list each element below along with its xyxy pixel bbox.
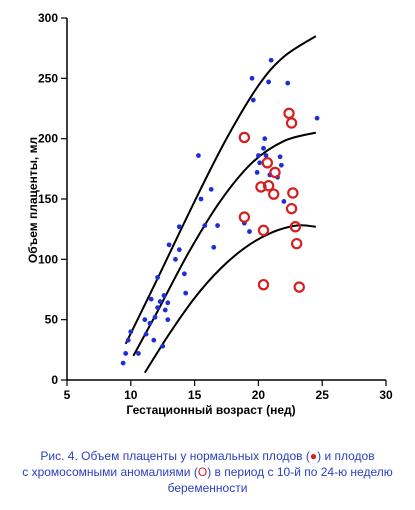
point-normal xyxy=(148,321,153,326)
caption-line-2: с хромосомными аномалиями (O) в период с… xyxy=(10,464,405,480)
legend-anomaly-marker: O xyxy=(198,465,207,479)
point-normal xyxy=(315,116,320,121)
point-normal xyxy=(266,80,271,85)
point-normal xyxy=(151,338,156,343)
x-tick-label: 30 xyxy=(379,388,393,402)
data-points xyxy=(121,58,320,366)
point-normal xyxy=(183,291,188,296)
point-normal xyxy=(182,271,187,276)
point-normal xyxy=(149,297,154,302)
figure-caption: Рис. 4. Объем плаценты у нормальных плод… xyxy=(10,448,405,496)
point-anomaly xyxy=(287,118,296,127)
trend-curve xyxy=(133,133,315,356)
point-normal xyxy=(126,338,131,343)
point-normal xyxy=(158,299,163,304)
y-tick-label: 200 xyxy=(38,132,58,146)
point-normal xyxy=(163,308,168,313)
point-anomaly xyxy=(270,168,279,177)
x-tick-label: 15 xyxy=(188,388,202,402)
point-normal xyxy=(121,361,126,366)
y-tick-label: 50 xyxy=(45,313,59,327)
point-anomaly xyxy=(259,226,268,235)
caption-line-1: Рис. 4. Объем плаценты у нормальных плод… xyxy=(10,448,405,464)
point-normal xyxy=(165,300,170,305)
y-tick-label: 300 xyxy=(38,11,58,25)
y-tick-label: 150 xyxy=(38,192,58,206)
point-anomaly xyxy=(269,190,278,199)
point-anomaly xyxy=(263,158,272,167)
point-normal xyxy=(165,317,170,322)
point-normal xyxy=(256,153,261,158)
point-normal xyxy=(211,245,216,250)
y-tick-label: 250 xyxy=(38,71,58,85)
point-normal xyxy=(261,146,266,151)
point-normal xyxy=(173,257,178,262)
x-tick-label: 5 xyxy=(64,388,71,402)
point-normal xyxy=(202,223,207,228)
point-normal xyxy=(209,187,214,192)
point-anomaly xyxy=(284,109,293,118)
point-anomaly xyxy=(287,204,296,213)
point-normal xyxy=(255,170,260,175)
point-normal xyxy=(136,351,141,356)
chart: 0 50 100 150 200 250 300 5 10 15 20 25 30 Гестационн… xyxy=(0,0,415,430)
trend-curves xyxy=(126,36,316,373)
point-normal xyxy=(144,332,149,337)
point-normal xyxy=(128,329,133,334)
point-anomaly xyxy=(259,280,268,289)
y-axis-label: Объем плаценты, мл xyxy=(26,137,40,263)
point-normal xyxy=(247,229,252,234)
point-normal xyxy=(279,163,284,168)
point-normal xyxy=(285,81,290,86)
y-tick-label: 100 xyxy=(38,252,58,266)
x-tick-label: 10 xyxy=(124,388,138,402)
trend-curve xyxy=(145,225,316,372)
point-normal xyxy=(257,160,262,165)
y-tick-label: 0 xyxy=(51,373,58,387)
point-normal xyxy=(196,153,201,158)
point-anomaly xyxy=(292,239,301,248)
x-tick-label: 20 xyxy=(252,388,266,402)
point-normal xyxy=(162,293,167,298)
point-normal xyxy=(278,154,283,159)
point-normal xyxy=(123,351,128,356)
point-normal xyxy=(167,242,172,247)
point-normal xyxy=(199,197,204,202)
point-normal xyxy=(269,58,274,63)
point-anomaly xyxy=(240,213,249,222)
point-normal xyxy=(142,317,147,322)
x-tick-label: 25 xyxy=(316,388,330,402)
point-normal xyxy=(282,199,287,204)
point-normal xyxy=(155,275,160,280)
x-axis-label: Гестационный возраст (нед) xyxy=(126,403,295,417)
point-normal xyxy=(153,315,158,320)
point-normal xyxy=(251,98,256,103)
point-normal xyxy=(250,76,255,81)
point-normal xyxy=(177,247,182,252)
point-anomaly xyxy=(240,133,249,142)
point-normal xyxy=(160,344,165,349)
point-normal xyxy=(215,223,220,228)
point-normal xyxy=(155,305,160,310)
point-anomaly xyxy=(288,188,297,197)
point-normal xyxy=(177,224,182,229)
point-anomaly xyxy=(295,282,304,291)
caption-line-3: беременности xyxy=(10,480,405,496)
point-normal xyxy=(262,136,267,141)
